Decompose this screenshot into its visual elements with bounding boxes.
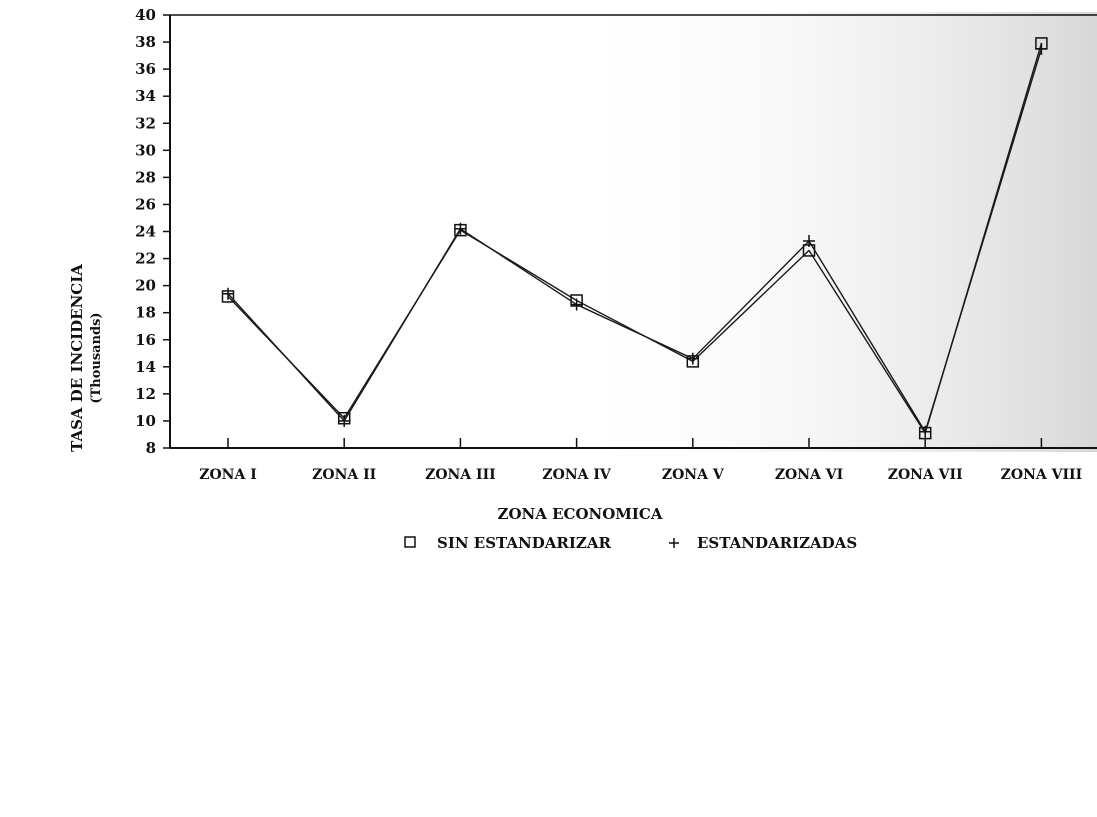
x-tick-label: ZONA VII [888,467,963,483]
y-tick-label: 16 [135,331,156,349]
y-tick-label: 8 [146,439,156,457]
x-tick-label: ZONA III [425,467,496,483]
y-ticks: 8 10 12 14 16 18 20 22 24 26 28 30 32 34 36 38 40 [135,6,170,457]
legend-label-sin-estandarizar: SIN ESTANDARIZAR [437,534,611,552]
series-plus [222,42,1048,438]
y-tick-label: 18 [135,304,156,322]
data-point-plus [686,352,699,365]
legend-label-estandarizadas: ESTANDARIZADAS [697,534,857,552]
x-tick-label: ZONA II [312,467,376,483]
data-point-plus [919,425,932,438]
series-line [227,48,1043,433]
y-tick-label: 28 [135,168,156,186]
scan-shading [560,12,1097,452]
y-tick-label: 34 [135,87,156,105]
y-tick-label: 10 [135,412,156,430]
data-point-plus [1035,42,1048,55]
y-tick-label: 40 [135,6,156,24]
y-tick-label: 38 [135,33,156,51]
y-tick-label: 20 [135,277,156,295]
x-tick-label: ZONA IV [542,467,611,483]
series-layer [221,37,1048,440]
x-axis: ZONA I ZONA II ZONA III ZONA IV ZONA V ZONA V… [170,14,1097,483]
data-point-plus [454,222,467,235]
data-point-plus [570,298,583,311]
y-tick-label: 30 [135,141,156,159]
legend-item-estandarizadas: ESTANDARIZADAS [669,534,857,552]
y-tick-label: 22 [135,250,156,268]
x-tick-label: ZONA V [662,467,725,483]
y-axis: 8 10 12 14 16 18 20 22 24 26 28 30 32 34 36 38 40 [135,6,171,457]
legend-item-sin-estandarizar: SIN ESTANDARIZAR [404,534,611,552]
x-tick-label: ZONA I [199,467,257,483]
data-point-plus [803,234,815,247]
y-axis-title: TASA DE INCIDENCIA (Thousands) [68,264,104,452]
legend-square-marker [404,536,416,548]
x-tick-label: ZONA VIII [1001,467,1082,483]
y-tick-label: 12 [135,385,156,403]
y-tick-label: 36 [135,60,156,78]
y-tick-label: 14 [135,358,156,376]
legend: SIN ESTANDARIZAR ESTANDARIZADAS [404,534,857,552]
x-tick-label: ZONA VI [775,467,843,483]
y-axis-sublabel: (Thousands) [89,312,104,403]
data-point-plus [338,414,351,427]
x-ticks: ZONA I ZONA II ZONA III ZONA IV ZONA V ZONA V… [199,438,1082,483]
y-tick-label: 32 [135,114,156,132]
y-axis-label: TASA DE INCIDENCIA [68,264,86,452]
y-tick-label: 26 [135,195,156,213]
data-point-plus [222,287,234,300]
x-axis-label: ZONA ECONOMICA [498,505,663,523]
y-tick-label: 24 [135,223,156,241]
